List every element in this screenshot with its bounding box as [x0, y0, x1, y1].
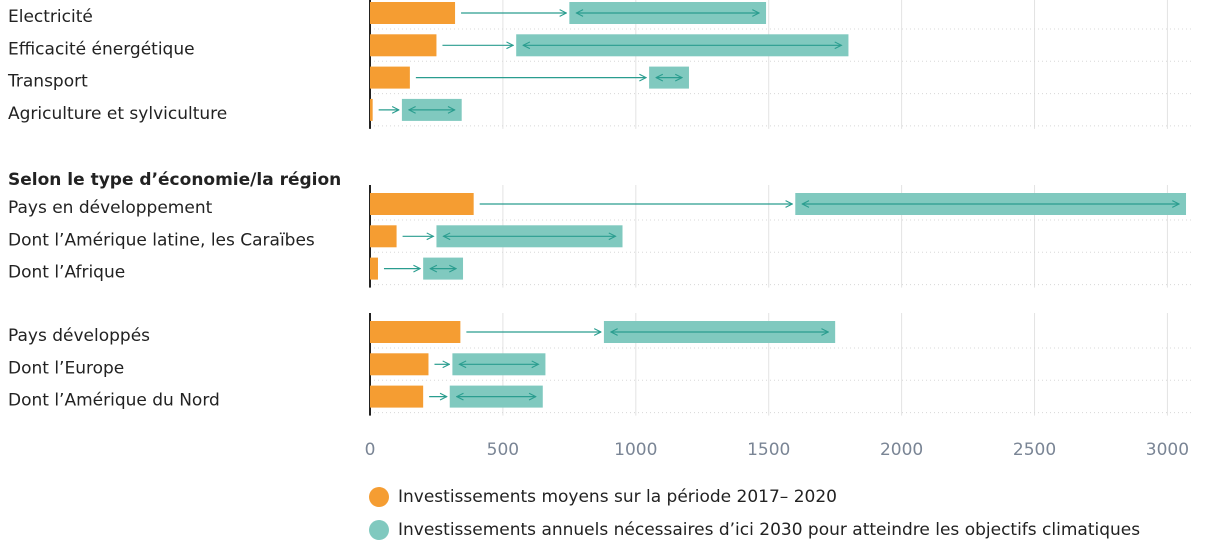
legend-label: Investissements annuels nécessaires d’ic… [398, 520, 1140, 540]
legend-swatch [369, 487, 389, 507]
category-label: Pays en développement [8, 198, 213, 218]
x-tick-label: 3000 [1146, 440, 1189, 460]
bar-current [370, 34, 437, 57]
category-label: Transport [7, 72, 88, 92]
category-label: Dont l’Afrique [8, 263, 125, 283]
category-label: Efficacité énergétique [8, 39, 195, 59]
x-tick-label: 1000 [614, 440, 657, 460]
x-tick-label: 500 [487, 440, 519, 460]
bar-current [370, 98, 373, 121]
bar-current [370, 385, 424, 408]
x-tick-label: 2000 [880, 440, 923, 460]
x-tick-label: 0 [365, 440, 376, 460]
bar-current [370, 2, 456, 24]
category-label: Electricité [8, 7, 93, 27]
legend-label: Investissements moyens sur la période 20… [398, 487, 837, 507]
bar-current [370, 225, 397, 248]
x-tick-label: 1500 [747, 440, 790, 460]
bar-current [370, 257, 378, 280]
bar-current [370, 66, 410, 89]
group-title: Selon le type d’économie/la région [8, 170, 341, 190]
category-label: Dont l’Amérique du Nord [8, 391, 220, 411]
bar-current [370, 353, 429, 376]
category-label: Pays développés [8, 326, 150, 346]
bar-current [370, 321, 461, 343]
category-label: Agriculture et sylviculture [8, 104, 227, 124]
bar-current [370, 193, 474, 215]
legend-swatch [369, 520, 389, 540]
category-label: Dont l’Europe [8, 358, 124, 378]
x-tick-label: 2500 [1013, 440, 1056, 460]
category-label: Dont l’Amérique latine, les Caraïbes [8, 230, 315, 250]
